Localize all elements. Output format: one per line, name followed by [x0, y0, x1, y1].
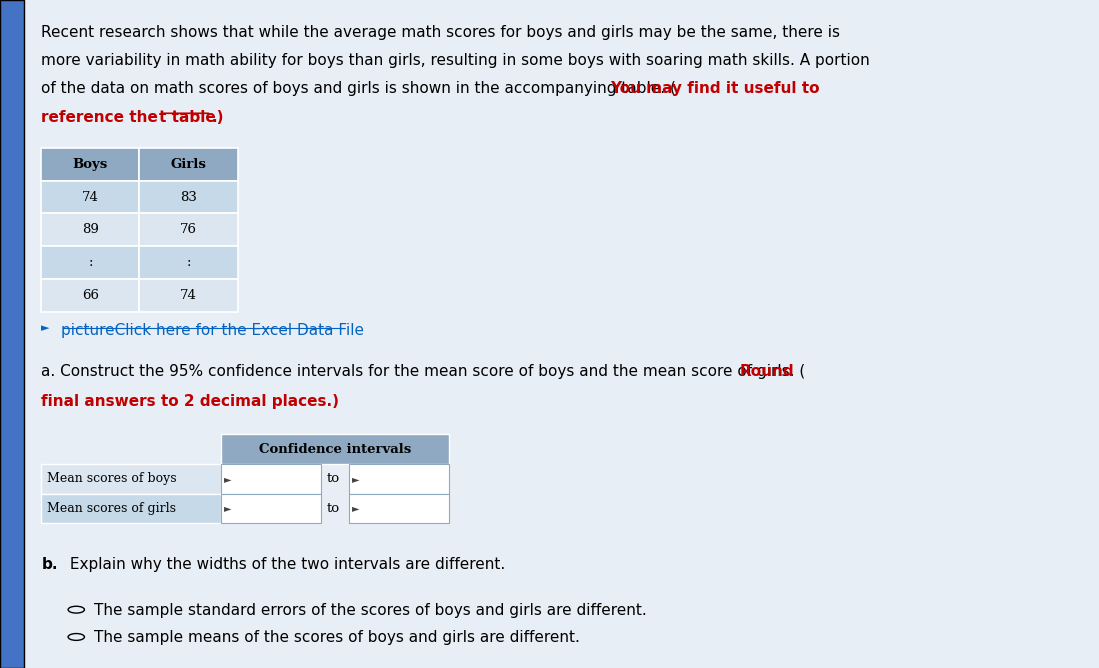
Text: :: :	[88, 256, 92, 269]
FancyBboxPatch shape	[42, 213, 140, 246]
FancyBboxPatch shape	[140, 213, 237, 246]
Text: Boys: Boys	[73, 158, 108, 171]
Text: 74: 74	[180, 289, 197, 302]
FancyBboxPatch shape	[140, 180, 237, 213]
Text: ►: ►	[352, 504, 359, 514]
Text: You may find it useful to: You may find it useful to	[610, 81, 820, 96]
Text: Mean scores of girls: Mean scores of girls	[47, 502, 176, 515]
Text: t table: t table	[159, 110, 215, 125]
Text: Mean scores of boys: Mean scores of boys	[47, 472, 177, 486]
FancyBboxPatch shape	[221, 464, 321, 494]
Text: ►: ►	[224, 474, 232, 484]
Text: Explain why the widths of the two intervals are different.: Explain why the widths of the two interv…	[65, 557, 506, 572]
Text: 83: 83	[180, 190, 197, 204]
Text: 89: 89	[82, 223, 99, 236]
FancyBboxPatch shape	[348, 494, 448, 523]
FancyBboxPatch shape	[348, 464, 448, 494]
Text: ►: ►	[224, 504, 232, 514]
Text: Recent research shows that while the average math scores for boys and girls may : Recent research shows that while the ave…	[42, 25, 841, 40]
Text: 74: 74	[82, 190, 99, 204]
Text: .): .)	[211, 110, 224, 125]
Text: to: to	[326, 472, 340, 486]
Text: a. Construct the 95% confidence intervals for the mean score of boys and the mea: a. Construct the 95% confidence interval…	[42, 364, 806, 379]
FancyBboxPatch shape	[140, 148, 237, 180]
FancyBboxPatch shape	[42, 279, 140, 312]
Text: Round: Round	[740, 364, 795, 379]
Text: ►: ►	[42, 323, 49, 333]
Text: b.: b.	[42, 557, 58, 572]
Text: Confidence intervals: Confidence intervals	[259, 443, 411, 456]
Text: :: :	[186, 256, 191, 269]
Text: Girls: Girls	[170, 158, 207, 171]
FancyBboxPatch shape	[42, 148, 140, 180]
Text: ►: ►	[352, 474, 359, 484]
Text: to: to	[326, 502, 340, 515]
Text: reference the: reference the	[42, 110, 164, 125]
FancyBboxPatch shape	[42, 246, 140, 279]
FancyBboxPatch shape	[42, 494, 221, 523]
Text: The sample standard errors of the scores of boys and girls are different.: The sample standard errors of the scores…	[93, 603, 646, 618]
Text: 66: 66	[82, 289, 99, 302]
FancyBboxPatch shape	[140, 279, 237, 312]
Text: of the data on math scores of boys and girls is shown in the accompanying table.: of the data on math scores of boys and g…	[42, 81, 676, 96]
FancyBboxPatch shape	[42, 464, 221, 494]
FancyBboxPatch shape	[140, 246, 237, 279]
FancyBboxPatch shape	[221, 494, 321, 523]
Text: pictureClick here for the Excel Data File: pictureClick here for the Excel Data Fil…	[62, 323, 364, 338]
Text: final answers to 2 decimal places.): final answers to 2 decimal places.)	[42, 393, 340, 409]
Text: more variability in math ability for boys than girls, resulting in some boys wit: more variability in math ability for boy…	[42, 53, 870, 68]
FancyBboxPatch shape	[221, 434, 448, 464]
Text: 76: 76	[180, 223, 197, 236]
Text: The sample means of the scores of boys and girls are different.: The sample means of the scores of boys a…	[93, 630, 579, 645]
FancyBboxPatch shape	[42, 180, 140, 213]
